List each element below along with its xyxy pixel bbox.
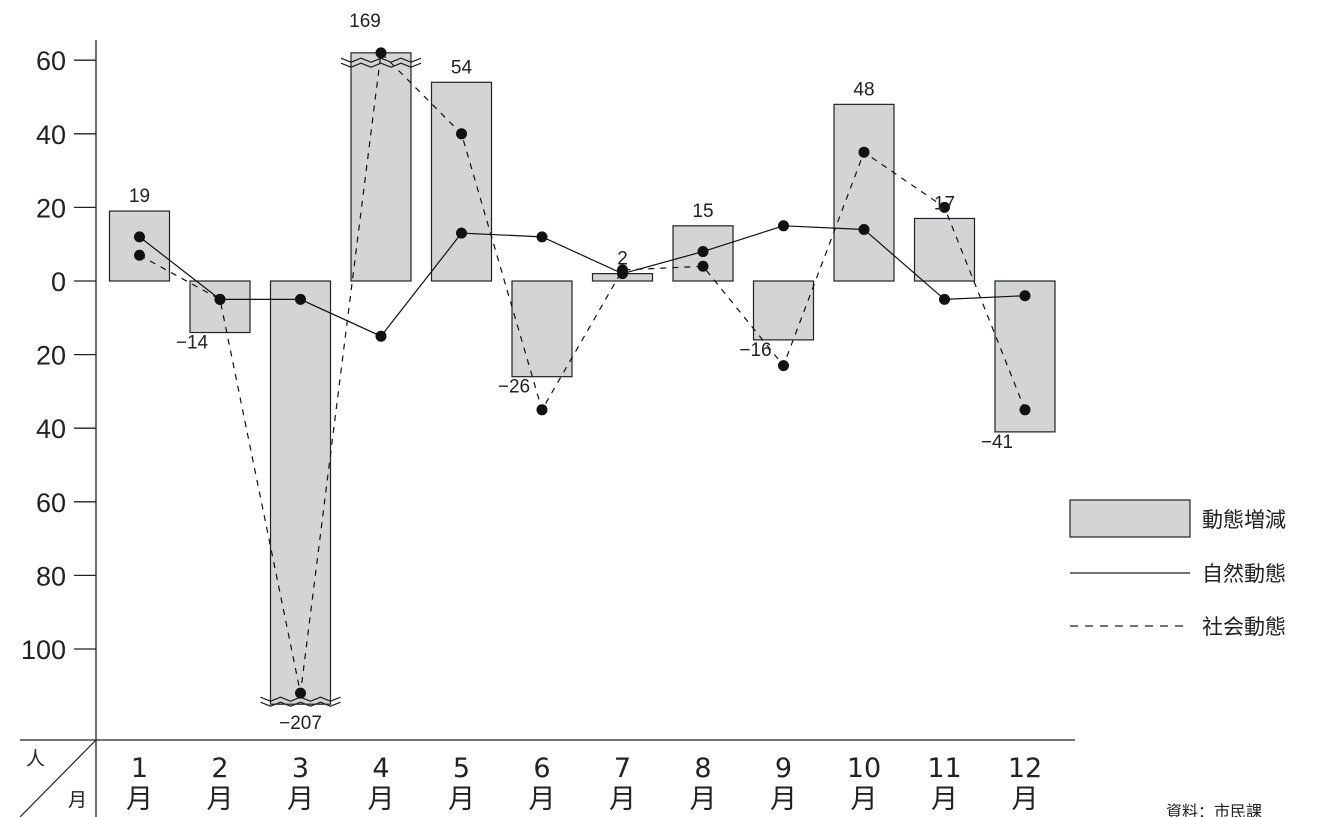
bar-2	[189, 280, 251, 334]
x-tick-label-number: 11	[927, 753, 961, 784]
bar-value-label: −14	[176, 333, 209, 354]
bar-value-label: 169	[349, 11, 381, 32]
x-tick-label-number: 1	[131, 753, 148, 784]
axis-break-mark	[340, 62, 422, 68]
x-tick-label-month: 月	[287, 784, 314, 815]
legend-label-natural: 自然動態	[1202, 562, 1286, 586]
social-point-5	[456, 128, 467, 140]
natural-point-11	[939, 293, 950, 305]
x-tick-label-number: 10	[847, 753, 881, 784]
natural-point-4	[375, 330, 387, 342]
corner-diagonal	[19, 739, 97, 817]
x-tick-label-number: 6	[533, 753, 550, 784]
bar-value-label: −26	[498, 377, 530, 398]
y-tick-label: 0	[51, 267, 66, 297]
x-tick-label-month: 月	[690, 784, 717, 815]
legend-label-social: 社会動態	[1202, 615, 1286, 639]
social-change-line	[139, 51, 1026, 694]
unit-label-month: 月	[68, 789, 87, 811]
bar-value-label: −207	[279, 713, 322, 734]
natural-change-line	[139, 225, 1026, 337]
bar-9	[752, 280, 815, 341]
social-point-9	[778, 360, 789, 372]
social-point-3	[295, 687, 306, 699]
bar-4	[350, 52, 412, 282]
unit-label-people: 人	[26, 748, 45, 770]
x-tick-label-month: 月	[770, 784, 797, 815]
x-tick-label-month: 月	[368, 784, 395, 815]
x-tick-label-number: 3	[292, 753, 309, 784]
y-tick-label: 20	[36, 341, 66, 371]
lines-group	[134, 47, 1031, 699]
social-point-4	[375, 47, 387, 59]
natural-point-9	[778, 220, 789, 232]
legend-bar-swatch	[1069, 499, 1191, 538]
y-tick-label: 60	[36, 488, 66, 518]
bar-value-label: −16	[739, 340, 771, 361]
natural-point-1	[134, 231, 145, 243]
y-tick-label: 40	[36, 414, 66, 444]
natural-point-6	[536, 231, 548, 243]
social-point-1	[134, 249, 145, 261]
y-tick-label: 100	[21, 635, 66, 665]
bar-value-label: 54	[451, 57, 473, 78]
bar-value-label: 2	[617, 249, 628, 270]
x-tick-label-month: 月	[207, 784, 234, 815]
x-tick-label-number: 2	[211, 753, 228, 784]
bar-10	[833, 103, 895, 282]
social-point-2	[214, 293, 226, 305]
x-tick-label-month: 月	[609, 784, 636, 815]
x-tick-label-month: 月	[851, 784, 878, 815]
social-point-11	[939, 201, 950, 213]
y-tick-label: 20	[36, 193, 66, 223]
x-tick-label-number: 4	[372, 753, 389, 784]
bars-group	[108, 52, 1056, 707]
x-tick-label-month: 月	[529, 784, 556, 815]
bar-value-label: 17	[934, 193, 955, 214]
bar-value-label: 19	[129, 186, 150, 207]
y-tick-label: 80	[36, 561, 66, 591]
y-tick-label: 40	[36, 120, 66, 150]
y-tick-label: 60	[36, 46, 66, 76]
y-axis: 60 40 20 0 20 40 60 80 100	[21, 40, 97, 817]
x-tick-label-number: 5	[453, 753, 470, 784]
legend-label-change: 動態増減	[1202, 508, 1286, 532]
x-tick-label-month: 月	[1012, 784, 1039, 815]
social-point-6	[536, 404, 548, 416]
natural-point-12	[1019, 290, 1031, 302]
natural-point-10	[858, 223, 870, 235]
social-point-7	[617, 264, 628, 276]
bar-value-label: −41	[981, 432, 1013, 453]
bar-11	[913, 217, 976, 282]
x-tick-label-month: 月	[931, 784, 958, 815]
x-tick-label-month: 月	[126, 784, 153, 815]
bar-value-label: 48	[853, 79, 874, 100]
source-note: 資料：市民課	[1166, 802, 1262, 817]
bar-5	[430, 81, 493, 282]
x-tick-label-month: 月	[448, 784, 475, 815]
data-labels-group: 19 −14 −207 169 54 −26 2 15 −16 48 17 −41	[129, 11, 1013, 734]
social-point-12	[1019, 404, 1031, 416]
natural-point-5	[456, 227, 467, 239]
x-tick-label-number: 9	[775, 753, 792, 784]
x-tick-label-number: 7	[614, 753, 631, 784]
x-tick-label-number: 12	[1008, 753, 1042, 784]
natural-point-8	[697, 246, 709, 258]
social-point-10	[858, 146, 870, 158]
x-tick-label-number: 8	[694, 753, 711, 784]
natural-point-3	[295, 293, 306, 305]
bar-6	[511, 280, 573, 378]
bar-3	[269, 280, 332, 705]
legend: 動態増減 自然動態 社会動態	[1069, 499, 1286, 639]
bar-1	[108, 210, 171, 282]
bar-value-label: 15	[692, 201, 713, 222]
social-point-8	[697, 260, 709, 272]
axis-break-mark	[260, 701, 341, 707]
